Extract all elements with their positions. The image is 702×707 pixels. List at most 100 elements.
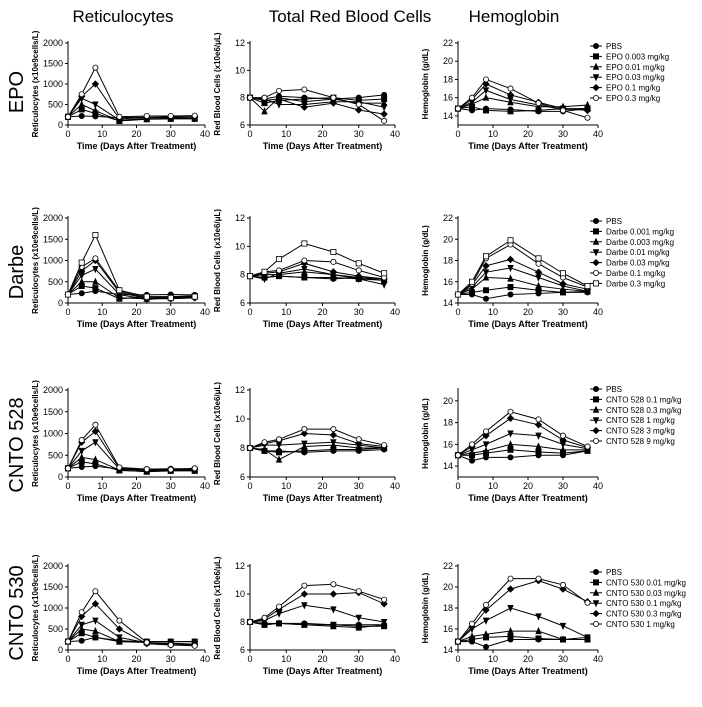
x-tick-label: 40 bbox=[593, 129, 603, 139]
y-tick-label: 12 bbox=[235, 561, 245, 571]
data-point bbox=[301, 274, 308, 281]
series-line bbox=[457, 97, 588, 110]
data-point bbox=[65, 113, 72, 120]
data-point bbox=[507, 626, 514, 635]
data-point bbox=[482, 606, 490, 614]
y-tick-label: 0 bbox=[58, 472, 63, 482]
data-point bbox=[535, 255, 542, 262]
data-point bbox=[482, 107, 489, 114]
legend-label: CNTO 530 0.01 mg/kg bbox=[606, 578, 686, 587]
x-tick-label: 30 bbox=[558, 654, 568, 664]
legend-marker bbox=[593, 579, 600, 586]
x-tick-label: 0 bbox=[65, 481, 70, 491]
data-point bbox=[92, 64, 99, 71]
series-4 bbox=[454, 414, 592, 459]
series-5 bbox=[65, 64, 198, 120]
data-point bbox=[454, 452, 461, 459]
x-tick-label: 0 bbox=[247, 129, 252, 139]
data-point bbox=[380, 104, 388, 112]
data-point bbox=[92, 265, 99, 274]
legend-marker bbox=[593, 396, 600, 403]
y-tick-label: 14 bbox=[443, 645, 453, 655]
data-point bbox=[482, 93, 490, 101]
data-point bbox=[482, 295, 489, 302]
panel-cnto-528-hemoglobin: 0 10 20 30 40 14 16 18 20 Time (Days After Treatm… bbox=[421, 388, 603, 503]
data-point bbox=[381, 270, 388, 277]
x-tick-label: 10 bbox=[488, 307, 498, 317]
y-tick-label: 6 bbox=[240, 472, 245, 482]
data-point bbox=[92, 101, 99, 109]
x-tick-label: 10 bbox=[281, 481, 291, 491]
data-point bbox=[78, 112, 85, 119]
data-point bbox=[330, 622, 337, 630]
data-point bbox=[78, 621, 85, 629]
y-tick-label: 12 bbox=[235, 38, 245, 48]
data-point bbox=[535, 281, 542, 290]
y-tick-label: 8 bbox=[240, 270, 245, 280]
x-tick-label: 20 bbox=[317, 129, 327, 139]
x-tick-label: 10 bbox=[97, 481, 107, 491]
series-5 bbox=[65, 421, 198, 473]
panel-cnto-528-total-red-blood-cells: 0 10 20 30 40 6 8 10 12 Time (Days After Treatmen… bbox=[213, 382, 400, 503]
data-point bbox=[275, 455, 283, 463]
x-tick-label: 20 bbox=[131, 129, 141, 139]
legend-label: EPO 0.1 mg/kg bbox=[606, 84, 660, 93]
series-line bbox=[67, 603, 195, 646]
x-axis-label: Time (Days After Treatment) bbox=[468, 319, 588, 329]
legend-label: Darbe 0.01 mg/kg bbox=[606, 248, 670, 257]
data-point bbox=[507, 440, 514, 448]
legend-label: EPO 0.003 mg/kg bbox=[606, 52, 669, 61]
data-point bbox=[454, 291, 461, 298]
legend-marker bbox=[592, 258, 600, 267]
legend-marker bbox=[593, 43, 600, 50]
y-tick-label: 8 bbox=[240, 93, 245, 103]
series-5 bbox=[246, 426, 388, 451]
panel-cnto-530-reticulocytes: 0 10 20 30 40 0 500 1000 1500 2000 Time (Days Afte… bbox=[31, 554, 210, 676]
y-tick-label: 10 bbox=[235, 65, 245, 75]
y-axis-label: Red Blood Cells (x10e6/μL) bbox=[213, 382, 222, 485]
data-point bbox=[92, 231, 99, 238]
data-point bbox=[507, 284, 514, 291]
legend-label: CNTO 528 0.1 mg/kg bbox=[606, 395, 681, 404]
x-tick-label: 20 bbox=[523, 129, 533, 139]
data-point bbox=[78, 453, 85, 461]
legend-marker bbox=[593, 95, 600, 102]
data-point bbox=[78, 277, 85, 285]
x-axis-label: Time (Days After Treatment) bbox=[77, 666, 197, 676]
data-point bbox=[275, 449, 282, 456]
y-tick-label: 22 bbox=[443, 561, 453, 571]
legend-label: PBS bbox=[606, 217, 622, 226]
data-point bbox=[507, 575, 514, 582]
data-point bbox=[559, 585, 567, 593]
x-tick-label: 0 bbox=[247, 481, 252, 491]
data-point bbox=[482, 643, 489, 650]
x-tick-label: 20 bbox=[523, 481, 533, 491]
data-point bbox=[584, 443, 591, 450]
data-point bbox=[116, 617, 123, 624]
y-tick-label: 8 bbox=[240, 443, 245, 453]
y-tick-label: 2000 bbox=[43, 385, 63, 395]
y-tick-label: 0 bbox=[58, 120, 63, 130]
y-tick-label: 1500 bbox=[43, 234, 63, 244]
legend-marker bbox=[593, 228, 600, 235]
y-tick-label: 12 bbox=[235, 385, 245, 395]
data-point bbox=[301, 257, 308, 264]
data-point bbox=[482, 80, 490, 88]
data-point bbox=[482, 262, 490, 270]
data-point bbox=[78, 259, 85, 266]
series-2 bbox=[64, 100, 198, 124]
data-point bbox=[506, 91, 515, 99]
x-tick-label: 30 bbox=[558, 307, 568, 317]
y-tick-label: 18 bbox=[443, 603, 453, 613]
data-point bbox=[116, 634, 123, 642]
data-point bbox=[482, 601, 489, 608]
x-tick-label: 0 bbox=[455, 654, 460, 664]
y-tick-label: 18 bbox=[443, 418, 453, 428]
data-point bbox=[78, 106, 85, 113]
data-point bbox=[65, 638, 72, 645]
x-tick-label: 0 bbox=[65, 307, 70, 317]
data-point bbox=[301, 440, 308, 448]
data-point bbox=[454, 638, 461, 645]
